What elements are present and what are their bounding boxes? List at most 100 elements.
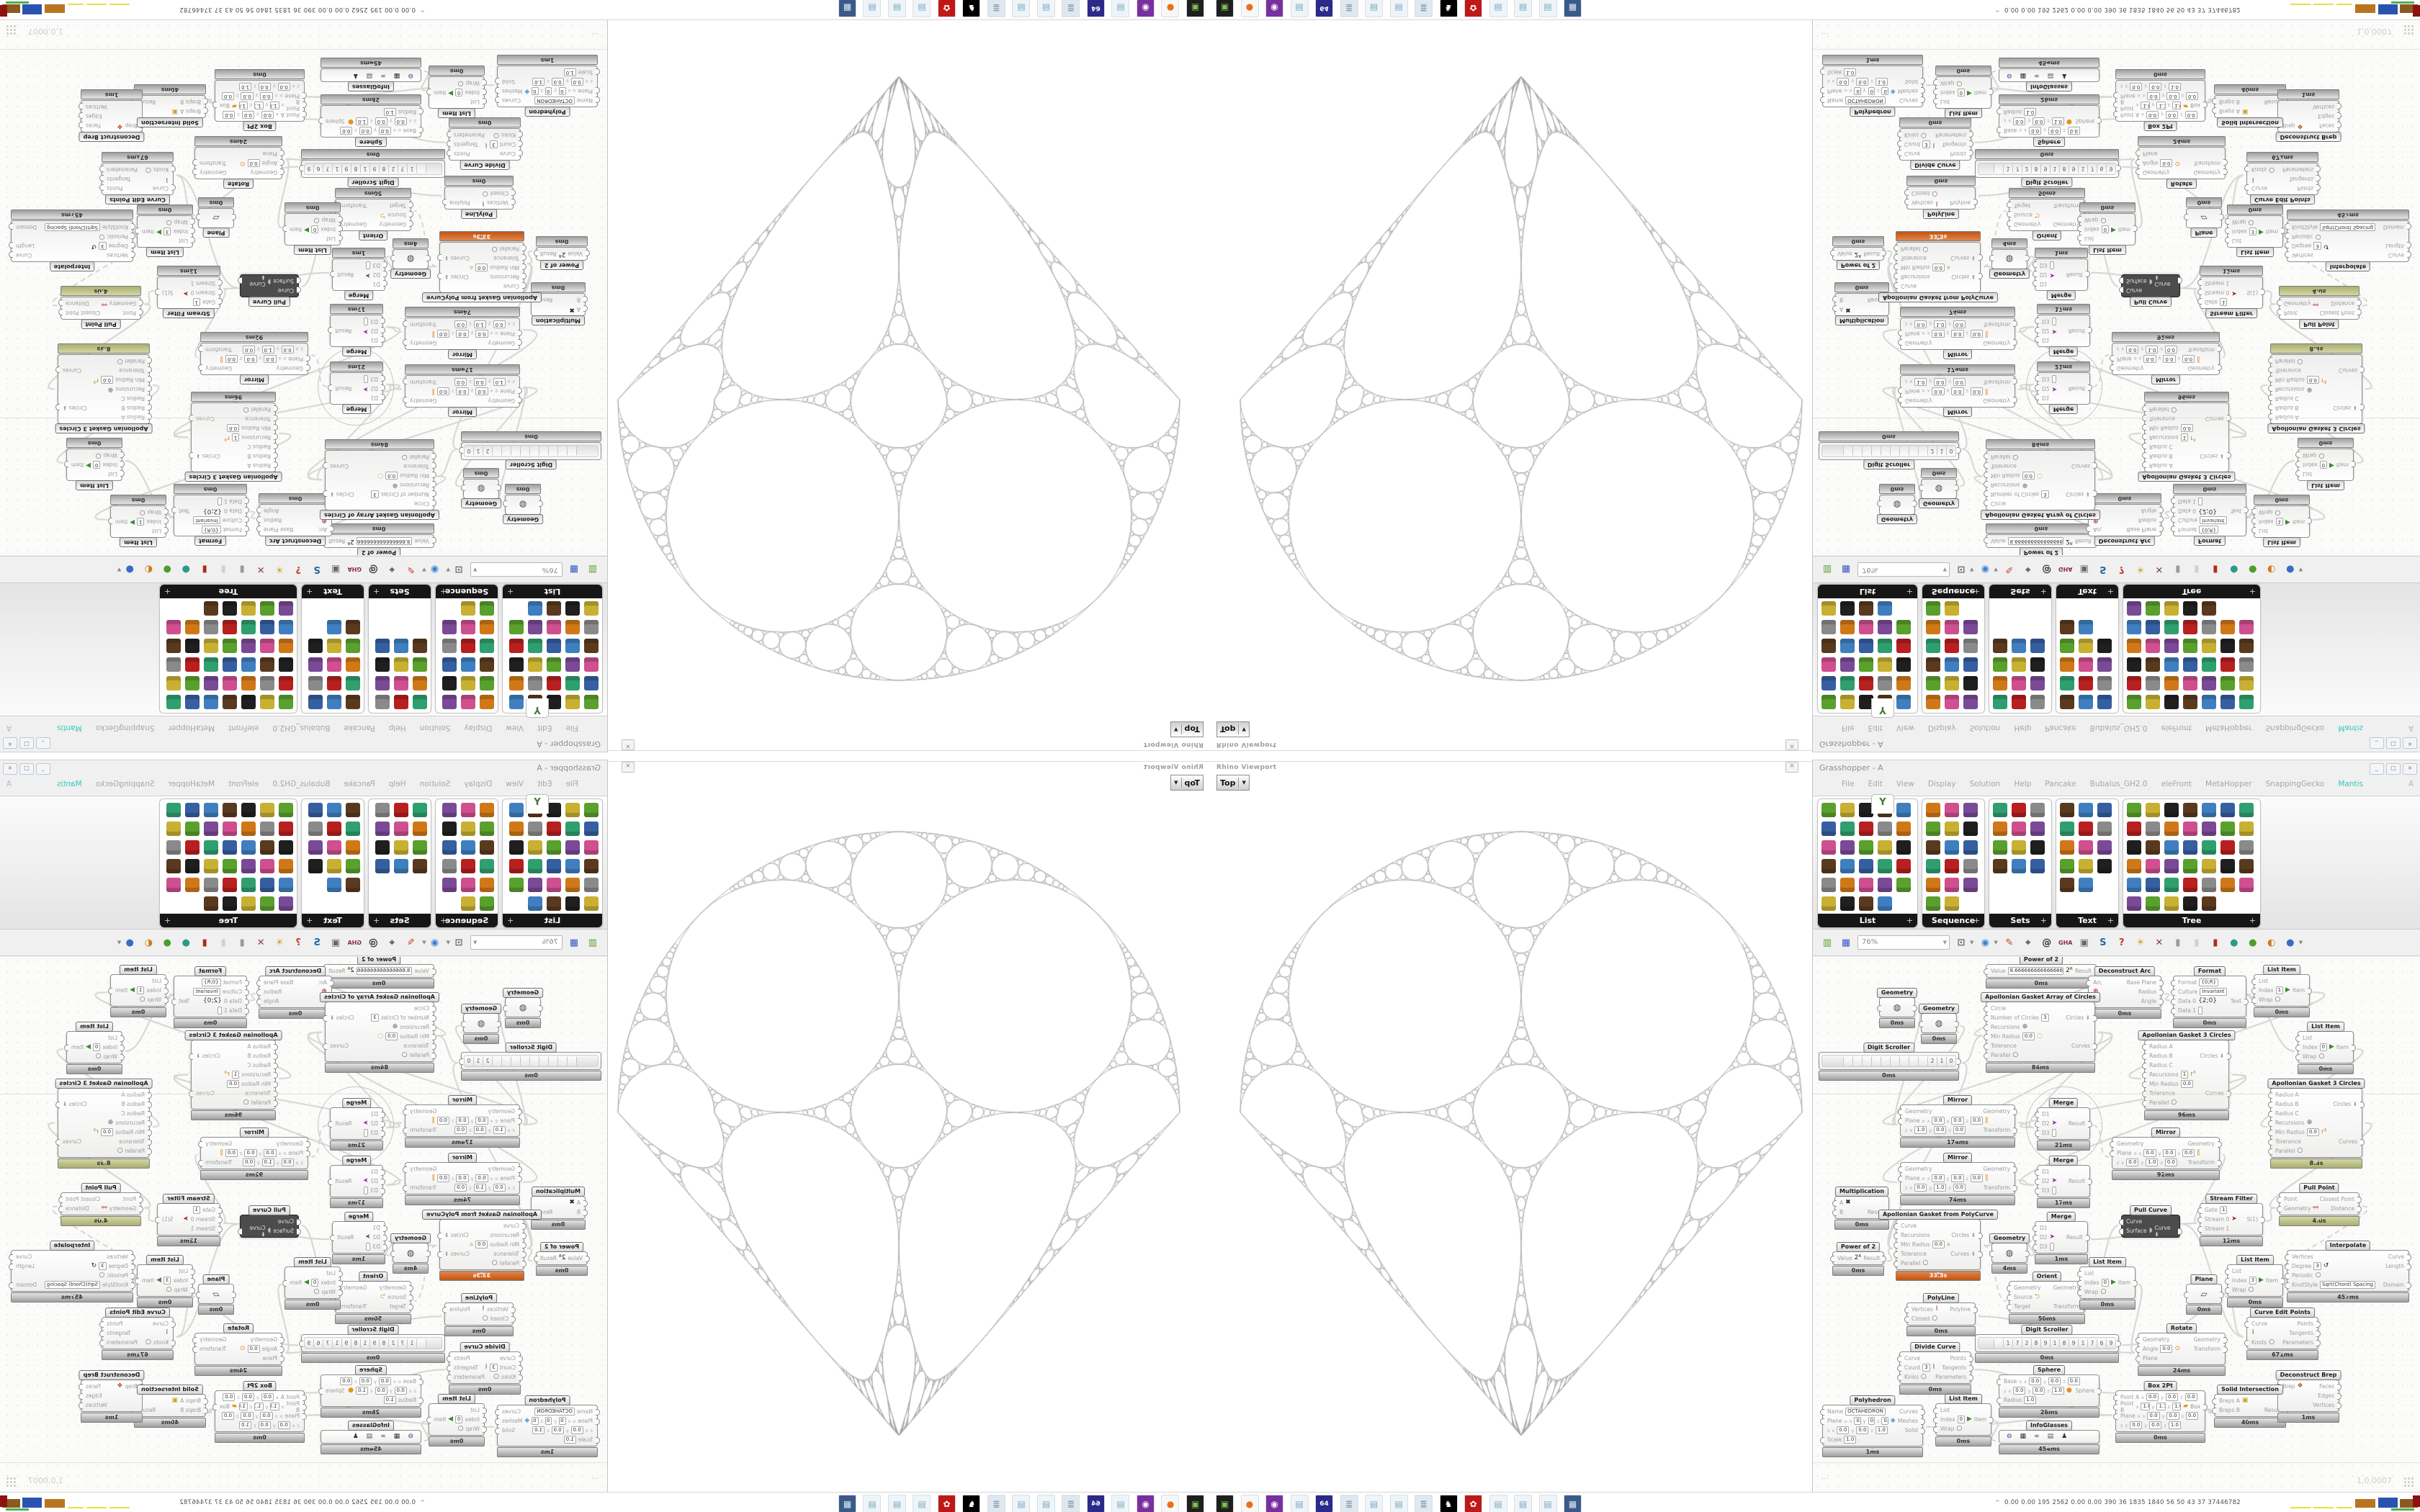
taskbar-firefox-icon[interactable]: ● [1161, 1495, 1180, 1512]
toolbar-package-icon[interactable]: ? [2119, 564, 2125, 575]
menu-item-mantis[interactable]: Mantis [57, 724, 82, 732]
component-icon[interactable] [260, 657, 274, 672]
component-icon[interactable] [166, 695, 181, 709]
component-icon[interactable] [2097, 695, 2112, 709]
close-button[interactable]: × [3, 763, 17, 775]
input-port[interactable] [2225, 237, 2229, 243]
value-box[interactable]: 1 [2180, 1071, 2189, 1079]
component-icon[interactable] [2239, 878, 2254, 892]
value-box[interactable]: 0.0 [473, 1126, 486, 1134]
toolbar-bulb-icon[interactable]: ☀ [275, 937, 284, 948]
output-port[interactable] [58, 1206, 63, 1212]
input-port[interactable] [1898, 330, 1902, 336]
component-icon[interactable] [2164, 657, 2179, 672]
component-icon[interactable] [2202, 657, 2216, 672]
value-box[interactable]: 1 [137, 986, 145, 994]
gh-node-aga[interactable]: Apollonian Gasket Array of Circles Circle… [1981, 439, 2100, 520]
digit-cell[interactable]: 1 [1937, 1056, 1946, 1066]
value-box[interactable]: 0.0 [223, 111, 236, 119]
component-icon[interactable] [1859, 896, 1873, 911]
value-box[interactable]: 1.0 [493, 1126, 506, 1134]
minimize-button[interactable]: _ [2370, 737, 2384, 749]
value-box[interactable]: 0.0 [225, 1149, 238, 1157]
value-box[interactable]: 1.0 [2024, 108, 2037, 116]
input-port[interactable] [1897, 131, 1901, 138]
component-icon[interactable] [185, 822, 200, 836]
panel-expand-icon[interactable]: + [2040, 916, 2047, 925]
zoom-input[interactable]: 76% ▼ [470, 562, 563, 577]
component-icon[interactable] [2202, 822, 2216, 836]
output-port[interactable] [447, 1356, 451, 1362]
component-icon[interactable] [1926, 859, 1940, 873]
digit-cell[interactable]: 1 [2078, 164, 2087, 174]
output-port[interactable] [437, 1251, 442, 1258]
taskbar-computer-icon[interactable]: ▦ [838, 1495, 856, 1512]
component-icon[interactable] [1963, 620, 1978, 634]
chevron-down-icon[interactable]: ▼ [1994, 567, 1998, 572]
infoglasses-icon[interactable]: ⊖ [408, 72, 413, 79]
output-port[interactable] [192, 1337, 197, 1344]
value-box[interactable]: 0.0 [1932, 387, 1945, 395]
chevron-down-icon[interactable]: ▼ [422, 567, 426, 572]
maximize-button[interactable]: □ [2386, 763, 2401, 775]
output-port[interactable] [135, 1278, 139, 1284]
value-box[interactable]: 0.0 [378, 127, 391, 135]
component-icon[interactable] [241, 695, 256, 709]
value-box[interactable]: 1.0 [2172, 102, 2182, 109]
menu-item-mantis[interactable]: Mantis [2338, 780, 2363, 788]
output-port[interactable] [495, 1409, 499, 1416]
component-icon[interactable] [1993, 803, 2007, 817]
input-port[interactable] [2268, 1148, 2272, 1155]
component-icon[interactable] [279, 601, 293, 616]
component-icon[interactable] [1821, 601, 1836, 616]
component-icon[interactable] [509, 657, 524, 672]
digit-cell[interactable] [1899, 1056, 1909, 1066]
component-icon[interactable] [1896, 859, 1911, 873]
menu-item-file[interactable]: File [565, 724, 578, 732]
menu-item-metahopper[interactable]: MetaHopper [168, 780, 215, 788]
value-box[interactable] [217, 1007, 222, 1014]
digit-cell[interactable]: 9 [2069, 164, 2078, 174]
toolbar-preview-eye-icon[interactable]: ◉ [430, 564, 439, 575]
gh-node-digit2[interactable]: Digit Scroller 1 7 2 8 9 1 8 9 1 7 6 9 0ms [299, 1325, 445, 1363]
component-icon[interactable] [394, 859, 408, 873]
toolbar-wires-icon[interactable]: ✕ [256, 564, 265, 575]
menu-right-item[interactable]: A [2408, 724, 2414, 732]
component-icon[interactable] [279, 803, 293, 817]
digit-cell[interactable]: 7 [2012, 164, 2022, 174]
component-icon[interactable] [2097, 822, 2112, 836]
value-box[interactable]: 0.0 [340, 127, 353, 135]
value-box[interactable]: Invariant [193, 988, 220, 996]
value-box[interactable]: {0;R} [201, 978, 221, 986]
value-box[interactable]: 0.0 [1970, 330, 1984, 338]
digit-cell[interactable] [1918, 1056, 1927, 1066]
digit-cell[interactable]: 7 [323, 1338, 333, 1348]
output-port[interactable] [192, 1346, 197, 1353]
input-port[interactable] [1933, 98, 1937, 104]
value-box[interactable]: 0.0 [1970, 1117, 1984, 1125]
output-port[interactable] [318, 117, 323, 124]
input-port[interactable] [2033, 1244, 2037, 1251]
infoglasses-icon[interactable]: ▦ [393, 72, 400, 79]
component-icon[interactable] [260, 822, 274, 836]
chevron-down-icon[interactable]: ▼ [1970, 567, 1974, 572]
taskbar-red-badge-icon[interactable]: ✿ [938, 1495, 956, 1512]
component-icon[interactable] [1821, 695, 1836, 709]
component-icon[interactable] [279, 859, 293, 873]
toolbar-window-icon[interactable]: ▣ [331, 937, 341, 948]
value-box[interactable]: 0.0 [264, 355, 277, 363]
value-box[interactable]: 1.0 [532, 78, 545, 86]
component-icon[interactable] [1963, 803, 1978, 817]
value-box[interactable]: 0.0 [2166, 92, 2179, 100]
component-icon[interactable] [2220, 620, 2235, 634]
taskbar-drive-icon[interactable]: ▣ [1216, 0, 1234, 17]
taskbar-notepad-icon[interactable]: ▤ [888, 0, 906, 17]
panel-label-text[interactable]: Text + [2056, 585, 2118, 598]
value-box[interactable]: 3 [1922, 140, 1930, 148]
input-port[interactable] [2197, 289, 2202, 295]
output-port[interactable] [1957, 1058, 1961, 1065]
value-box[interactable]: 0.0 [1932, 330, 1945, 338]
infoglasses-icon[interactable]: ♟ [2061, 72, 2068, 79]
gh-node-darc[interactable]: Deconstruct Arc Arc Base Plane ⊕ Radius Angle… [2086, 966, 2164, 1019]
